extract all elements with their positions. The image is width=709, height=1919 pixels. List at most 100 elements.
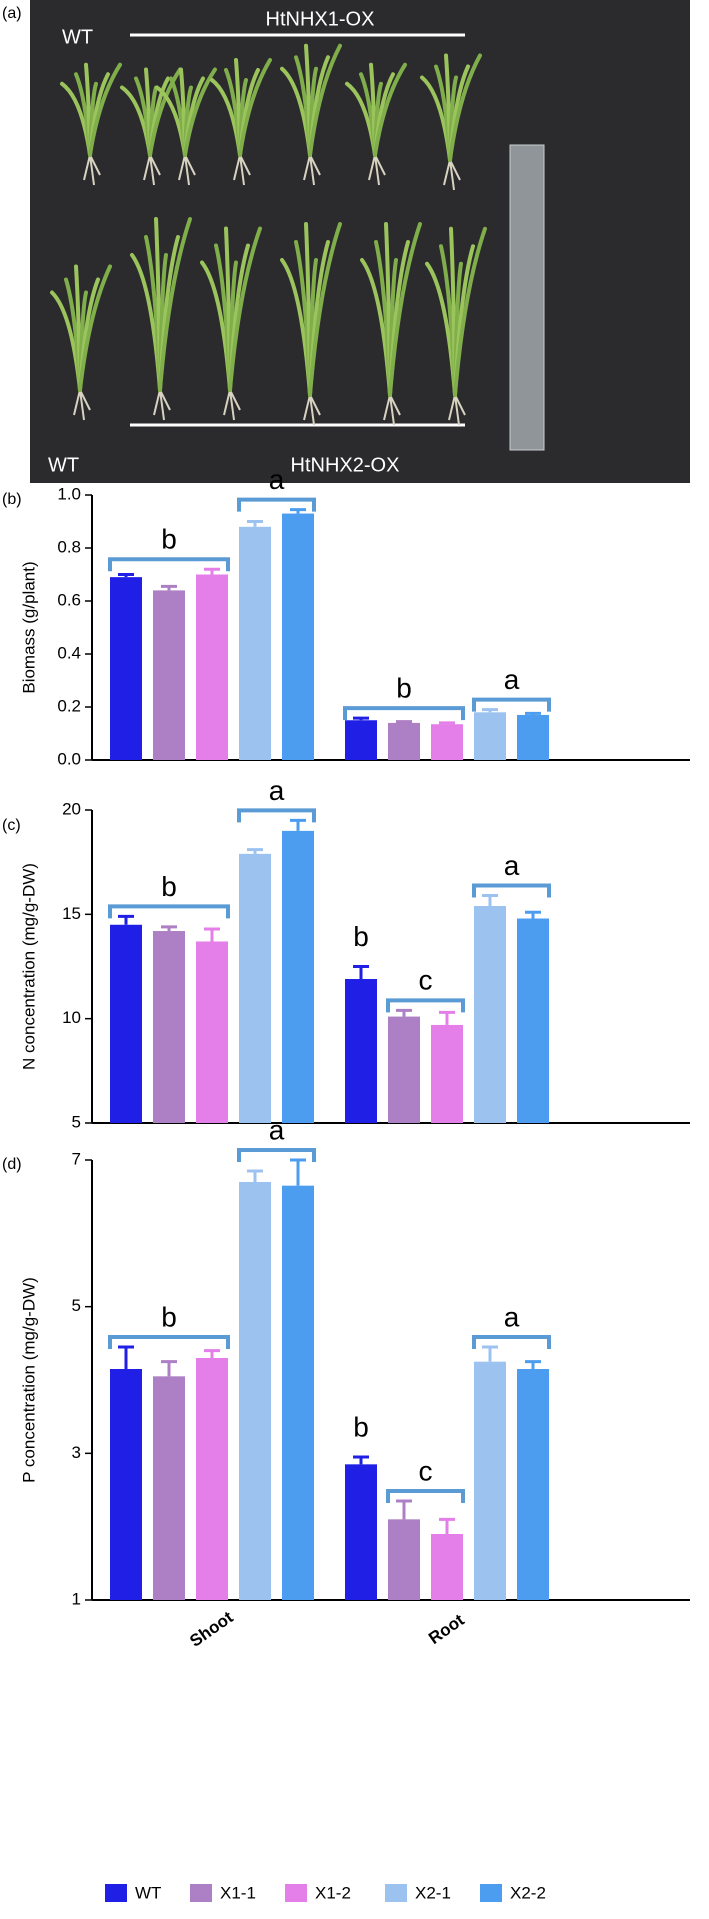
bar <box>431 1024 463 1123</box>
significance-letter: a <box>269 1114 285 1145</box>
leaf <box>78 264 112 392</box>
error-bar <box>396 720 412 724</box>
error-bar <box>482 708 498 713</box>
ruler <box>509 144 545 451</box>
roots <box>448 394 466 426</box>
error-bar <box>161 584 177 591</box>
bar <box>110 924 142 1123</box>
leaf <box>308 43 342 157</box>
bar <box>517 918 549 1123</box>
bar <box>239 853 271 1123</box>
leaf <box>228 226 262 392</box>
leaf <box>183 67 217 157</box>
error-bar <box>482 1345 498 1362</box>
photo-panel: (a) WT HtNHX1-OX WT HtNHX2-OX <box>2 0 690 483</box>
error-bar <box>118 1345 134 1369</box>
plant <box>60 62 122 186</box>
error-bar <box>118 914 134 925</box>
plant <box>210 58 272 186</box>
error-bar <box>396 1499 412 1520</box>
significance-bracket <box>108 1335 230 1349</box>
bar <box>517 714 549 760</box>
significance-letter: b <box>353 921 369 952</box>
y-tick-label: 0.6 <box>57 590 81 609</box>
roots <box>153 389 171 421</box>
significance-bracket <box>237 808 316 823</box>
leaf <box>453 226 487 397</box>
bar <box>345 1464 377 1600</box>
leaf <box>448 53 482 162</box>
significance-bracket <box>108 557 230 572</box>
leaf <box>88 62 122 157</box>
significance-letter: a <box>504 1301 520 1332</box>
error-bar <box>161 925 177 932</box>
legend-swatch <box>190 1884 212 1902</box>
photo-label: WT <box>48 454 79 476</box>
error-bar <box>118 573 134 578</box>
roots <box>223 389 241 421</box>
error-bar <box>290 508 306 514</box>
error-bar <box>396 1008 412 1017</box>
bar <box>153 590 185 760</box>
y-tick-label: 1.0 <box>57 484 81 503</box>
panel-label: (d) <box>2 1156 22 1173</box>
significance-bracket <box>237 497 316 512</box>
y-tick-label: 15 <box>62 904 81 923</box>
y-axis-label: Biomass (g/plant) <box>19 561 38 693</box>
roots <box>303 154 321 186</box>
y-tick-label: 0.0 <box>57 749 81 768</box>
bar <box>388 1519 420 1600</box>
error-bar <box>290 1158 306 1186</box>
bar <box>110 1369 142 1600</box>
significance-letter: c <box>419 1455 433 1486</box>
error-bar <box>525 711 541 715</box>
y-tick-label: 10 <box>62 1008 81 1027</box>
bar <box>431 1534 463 1600</box>
leaf <box>148 67 182 157</box>
legend-swatch <box>285 1884 307 1902</box>
y-tick-label: 3 <box>72 1443 81 1462</box>
x-tick-label: Shoot <box>186 1607 237 1650</box>
significance-bracket <box>343 706 465 721</box>
roots <box>443 159 461 191</box>
panel-label: (a) <box>2 5 22 22</box>
y-axis-label: N concentration (mg/g-DW) <box>19 863 38 1070</box>
leaf <box>373 62 407 157</box>
plant <box>420 53 482 191</box>
error-bar <box>439 1517 455 1534</box>
significance-bracket <box>237 1148 316 1162</box>
bar <box>153 931 185 1123</box>
plant <box>120 67 182 186</box>
error-bar <box>525 910 541 919</box>
legend-label: X1-2 <box>315 1883 351 1902</box>
significance-letter: c <box>419 965 433 996</box>
panel-label: (b) <box>2 491 22 508</box>
error-bar <box>439 1010 455 1025</box>
error-bar <box>204 567 220 575</box>
bar <box>474 1361 506 1600</box>
significance-bracket <box>386 1489 465 1503</box>
bar <box>282 513 314 760</box>
roots <box>233 154 251 186</box>
bar <box>345 979 377 1123</box>
significance-letter: b <box>396 673 412 704</box>
roots <box>73 389 91 421</box>
legend-label: X2-1 <box>415 1883 451 1902</box>
bar <box>196 574 228 760</box>
plant <box>425 226 487 426</box>
significance-bracket <box>386 998 465 1013</box>
plant <box>200 226 262 421</box>
significance-bracket <box>472 883 551 898</box>
x-tick-label: Root <box>425 1610 468 1648</box>
error-bar <box>247 1169 263 1182</box>
error-bar <box>525 1360 541 1369</box>
y-tick-label: 0.8 <box>57 537 81 556</box>
plant <box>345 62 407 186</box>
bar <box>196 1358 228 1600</box>
photo-label: HtNHX1-OX <box>266 8 375 30</box>
bar <box>239 526 271 760</box>
bar <box>345 720 377 760</box>
roots <box>303 394 321 426</box>
roots <box>368 154 386 186</box>
y-tick-label: 1 <box>72 1589 81 1608</box>
